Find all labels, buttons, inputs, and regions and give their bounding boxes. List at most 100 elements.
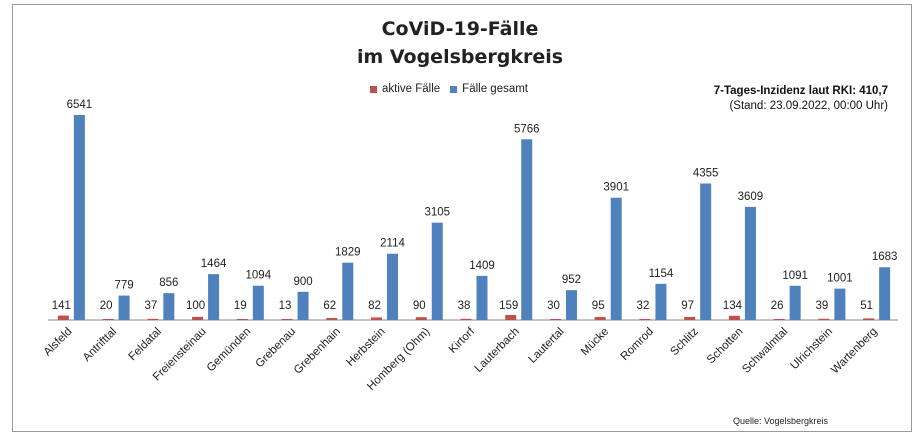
label-active-5: 13 [279,300,292,312]
label-active-0: 141 [52,300,71,312]
category-label-1: Antrifttal [81,326,119,364]
label-active-17: 39 [815,300,828,312]
bar-total-4 [252,285,264,320]
label-total-0: 6541 [67,99,93,111]
label-total-3: 1464 [201,258,227,270]
bar-active-4 [236,319,248,320]
bar-active-13 [639,318,651,320]
category-label-9: Kirtorf [447,325,478,356]
label-total-13: 1154 [649,268,674,280]
label-total-9: 1409 [469,260,495,272]
bar-total-2 [163,293,175,320]
bar-total-16 [789,285,801,320]
bar-active-0 [57,315,69,320]
bar-total-6 [342,262,354,320]
label-total-15: 3609 [738,191,764,203]
bar-total-8 [431,222,443,320]
label-total-6: 1829 [335,247,361,259]
label-total-10: 5766 [514,123,540,135]
bar-total-17 [834,288,846,320]
bar-active-15 [728,315,740,320]
bar-active-12 [594,317,606,320]
bar-total-13 [655,283,667,320]
label-active-8: 90 [413,300,426,312]
chart-title-line2: im Vogelsbergkreis [356,46,564,68]
category-label-6: Grebenhain [292,326,343,377]
label-total-7: 2114 [380,238,405,250]
bar-active-18 [863,318,875,320]
label-total-12: 3901 [603,182,629,194]
label-total-2: 856 [159,277,178,289]
stand-text: (Stand: 23.09.2022, 00:00 Uhr) [729,100,888,112]
category-label-13: Romrod [619,326,656,363]
label-active-9: 38 [458,300,471,312]
label-active-2: 37 [144,300,157,312]
category-label-0: Alsfeld [42,326,75,359]
bar-total-7 [387,253,399,320]
bar-active-3 [192,316,204,320]
category-label-14: Schlitz [668,325,701,358]
label-active-12: 95 [592,300,605,312]
category-label-15: Schotten [705,326,746,367]
bar-total-18 [879,267,891,320]
bar-total-10 [521,139,533,320]
bar-active-2 [147,318,159,320]
label-total-18: 1683 [872,251,898,263]
label-total-11: 952 [562,274,581,286]
label-active-7: 82 [368,300,381,312]
bar-active-17 [818,318,830,320]
label-active-1: 20 [100,300,113,312]
incidence-box: 7-Tages-Inzidenz laut RKI: 410,7 (Stand:… [714,84,888,114]
category-label-2: Feldatal [127,326,164,363]
label-active-6: 62 [323,300,336,312]
bar-total-15 [744,206,756,320]
bar-active-10 [505,315,517,320]
category-label-16: Schwalmtal [740,326,790,376]
bar-active-6 [326,318,338,320]
label-active-13: 32 [637,300,650,312]
bar-total-12 [610,197,622,320]
bar-active-16 [773,319,785,320]
bar-active-8 [415,317,427,320]
label-total-14: 4355 [693,168,719,180]
legend: aktive Fälle Fälle gesamt [370,83,528,95]
chart-frame [12,4,912,432]
category-label-17: Ulrichstein [789,326,835,372]
label-active-10: 159 [499,300,518,312]
bar-active-9 [460,318,472,320]
legend-label-total: Fälle gesamt [462,83,529,95]
legend-item-total: Fälle gesamt [450,83,528,95]
source-note: Quelle: Vogelsbergkreis [733,416,829,426]
label-active-3: 100 [186,300,205,312]
legend-label-active: aktive Fälle [382,83,441,95]
legend-item-active: aktive Fälle [370,83,440,95]
label-total-4: 1094 [246,270,272,282]
label-active-14: 97 [681,300,694,312]
bar-total-9 [476,275,488,320]
category-label-5: Grebenau [254,326,299,371]
bar-total-0 [73,114,85,320]
bar-active-7 [371,317,383,320]
legend-swatch-total [450,85,458,93]
legend-swatch-active [370,85,377,93]
category-label-18: Wartenberg [829,326,880,377]
bar-active-11 [549,319,561,320]
bar-total-3 [208,274,220,320]
category-label-11: Lautertal [526,326,566,366]
bar-active-1 [102,319,114,320]
label-total-5: 900 [293,276,312,288]
incidence-text: 7-Tages-Inzidenz laut RKI: 410,7 [713,85,888,97]
bar-total-5 [297,291,309,320]
label-total-1: 779 [115,280,134,292]
chart-title-line1: CoViD-19-Fälle [381,18,539,40]
bar-total-11 [565,290,577,320]
category-label-12: Mücke [579,326,611,358]
label-total-17: 1001 [827,273,853,285]
category-label-10: Lauterbach [473,326,522,375]
label-active-4: 19 [234,300,247,312]
bar-total-1 [118,295,130,320]
category-label-7: Herbstein [344,326,387,369]
bar-total-14 [700,183,712,320]
label-active-15: 134 [723,300,743,312]
